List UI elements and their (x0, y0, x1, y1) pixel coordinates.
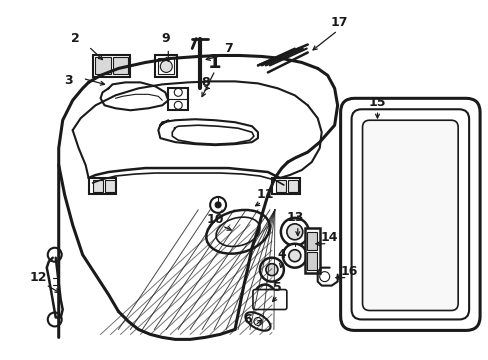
Bar (304, 228, 319, 273)
Text: 13: 13 (285, 211, 303, 224)
Bar (155, 55, 177, 77)
Bar (94, 58, 110, 75)
Text: 8: 8 (201, 76, 209, 89)
Circle shape (160, 60, 172, 72)
Text: 9: 9 (161, 32, 169, 45)
Text: 17: 17 (330, 16, 347, 29)
Ellipse shape (245, 312, 270, 331)
Circle shape (254, 285, 274, 305)
Circle shape (280, 218, 308, 246)
Bar (287, 180, 297, 192)
Circle shape (282, 244, 306, 268)
Bar (158, 58, 174, 75)
Text: 1: 1 (208, 53, 222, 72)
Text: 7: 7 (223, 42, 232, 55)
Bar (306, 232, 316, 250)
Text: 14: 14 (320, 231, 338, 244)
Text: 11: 11 (256, 188, 273, 202)
Text: 12: 12 (30, 271, 47, 284)
Bar (92, 55, 130, 77)
FancyBboxPatch shape (362, 120, 457, 310)
FancyBboxPatch shape (340, 98, 479, 330)
Circle shape (286, 224, 302, 240)
Text: 2: 2 (71, 32, 80, 45)
FancyBboxPatch shape (252, 289, 286, 310)
Bar (275, 180, 285, 192)
Text: 6: 6 (243, 313, 252, 326)
Bar (88, 178, 116, 194)
Text: 10: 10 (206, 213, 224, 226)
Circle shape (260, 258, 283, 282)
Bar (271, 178, 299, 194)
Circle shape (215, 202, 221, 208)
Ellipse shape (216, 217, 260, 247)
Circle shape (265, 264, 277, 276)
Text: 5: 5 (273, 281, 282, 294)
Bar (306, 252, 316, 270)
Bar (104, 180, 114, 192)
FancyBboxPatch shape (351, 109, 468, 319)
Text: 16: 16 (340, 265, 358, 278)
Circle shape (48, 312, 61, 327)
Circle shape (288, 250, 300, 262)
Bar (92, 180, 102, 192)
Circle shape (260, 289, 269, 300)
Ellipse shape (206, 210, 269, 254)
Text: 4: 4 (277, 248, 285, 261)
Bar (168, 88, 188, 110)
Text: 15: 15 (368, 96, 386, 109)
Circle shape (48, 248, 61, 262)
Bar (112, 58, 128, 75)
Text: 3: 3 (64, 74, 73, 87)
Circle shape (210, 197, 225, 213)
